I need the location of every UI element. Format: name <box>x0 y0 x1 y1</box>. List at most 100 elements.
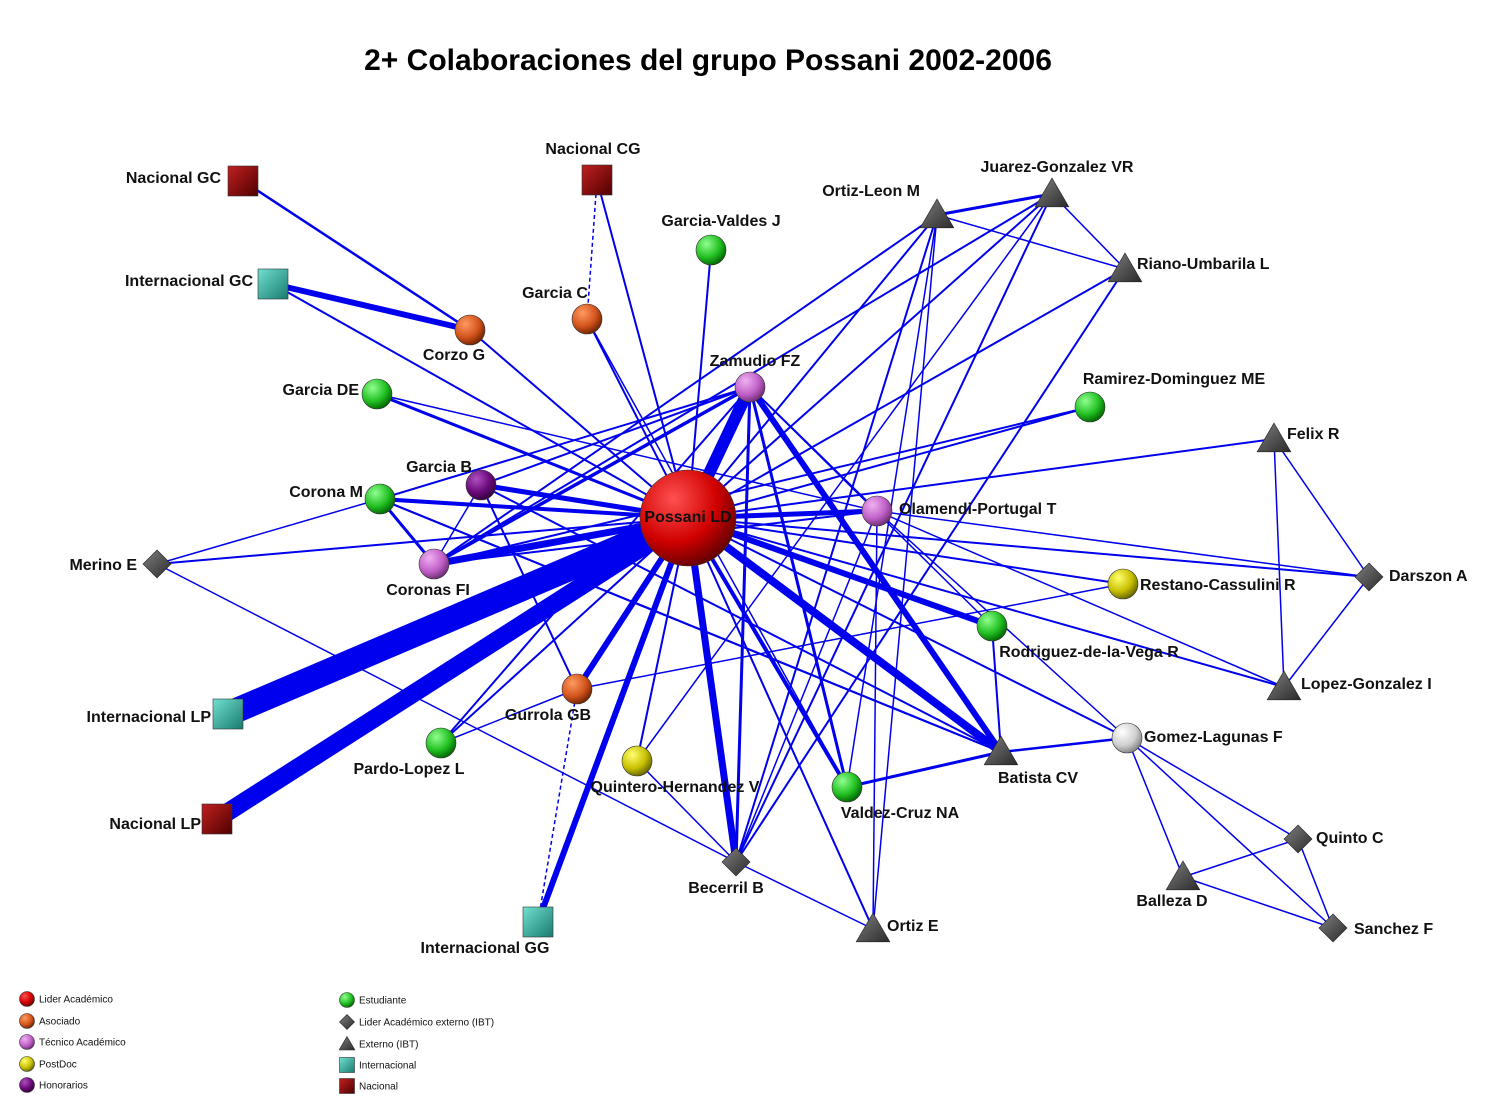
node-triangle <box>919 198 955 229</box>
node-label: Zamudio FZ <box>710 353 801 370</box>
edge <box>687 517 874 930</box>
node-label: Garcia C <box>522 285 588 302</box>
node-label: Sanchez F <box>1354 921 1433 938</box>
edge <box>440 688 578 744</box>
node-label: Nacional GC <box>126 170 222 187</box>
node-label: Coronas FI <box>386 582 470 599</box>
node-label: Corona M <box>289 484 363 501</box>
edge <box>734 386 752 863</box>
node-label: Balleza D <box>1136 893 1207 910</box>
node-sphere <box>561 673 593 705</box>
node-sphere <box>364 483 396 515</box>
node-label: Garcia B <box>406 459 472 476</box>
node-sphere <box>418 548 450 580</box>
edge <box>1000 736 1128 754</box>
node-triangle <box>855 912 891 943</box>
edges <box>156 179 1370 930</box>
edge <box>1182 838 1299 878</box>
node-label: Juarez-Gonzalez VR <box>981 159 1134 176</box>
edge <box>1126 737 1299 840</box>
edge <box>872 214 938 930</box>
node-diamond <box>142 549 172 579</box>
edge <box>686 515 994 629</box>
node-sphere <box>695 234 727 266</box>
edge <box>636 193 1053 762</box>
edge <box>735 510 878 863</box>
edge <box>872 510 878 930</box>
node-label: Gurrola GB <box>505 707 591 724</box>
edge <box>747 385 1004 754</box>
node-sphere <box>19 1013 35 1029</box>
node-label: Internacional LP <box>87 709 212 726</box>
node-square <box>339 1078 355 1094</box>
edge <box>748 386 849 788</box>
node-label: Merino E <box>69 557 137 574</box>
node-square <box>227 165 259 197</box>
edge <box>212 510 693 827</box>
edge <box>433 385 751 566</box>
edge <box>535 516 691 924</box>
node-square <box>581 164 613 196</box>
edge <box>156 498 381 565</box>
node-label: Ramirez-Dominguez ME <box>1083 371 1266 388</box>
node-sphere <box>571 303 603 335</box>
node-label: Restano-Cassulini R <box>1140 577 1296 594</box>
edge <box>156 517 689 565</box>
legend-label: Internacional <box>359 1061 416 1072</box>
node-sphere <box>425 727 457 759</box>
edge <box>1273 438 1285 688</box>
edge <box>936 214 1126 270</box>
node-label: Ortiz E <box>887 918 939 935</box>
node-triangle <box>1034 177 1070 208</box>
edge <box>272 283 689 519</box>
node-sphere <box>1074 391 1106 423</box>
edge <box>687 517 1370 578</box>
edge <box>272 281 471 333</box>
node-diamond <box>339 1014 355 1030</box>
edge <box>440 386 751 744</box>
node-triangle <box>1266 670 1302 701</box>
legend-label: Honorarios <box>39 1081 88 1092</box>
edge <box>1283 576 1370 688</box>
node-sphere <box>465 469 497 501</box>
node-sphere <box>734 371 766 403</box>
edge <box>376 393 878 512</box>
node-label: Gomez-Lagunas F <box>1144 729 1283 746</box>
edge <box>1273 438 1370 578</box>
node-sphere <box>1111 722 1143 754</box>
edge <box>596 179 689 519</box>
node-label: Darszon A <box>1389 568 1468 585</box>
edge <box>1297 838 1334 929</box>
node-sphere <box>454 314 486 346</box>
node-diamond <box>1354 562 1384 592</box>
node-label: Garcia-Valdes J <box>661 213 780 230</box>
node-diamond <box>1318 913 1348 943</box>
node-sphere <box>361 378 393 410</box>
node-label: Corzo G <box>423 347 485 364</box>
edge <box>379 498 1002 753</box>
edge <box>687 214 938 519</box>
legend-label: Estudiante <box>359 996 407 1007</box>
legend-label: Asociado <box>39 1017 81 1028</box>
edge <box>687 517 1128 739</box>
edge <box>876 510 1285 688</box>
node-label: Riano-Umbarila L <box>1137 256 1270 273</box>
edge <box>846 214 938 788</box>
node-label: Valdez-Cruz NA <box>841 805 960 822</box>
legend-label: Externo (IBT) <box>359 1040 418 1051</box>
node-sphere <box>621 745 653 777</box>
node-sphere <box>339 992 355 1008</box>
edge <box>1126 737 1334 929</box>
legend-label: Lider Académico <box>39 995 113 1006</box>
legend-label: Nacional <box>359 1082 398 1093</box>
node-sphere <box>19 1056 35 1072</box>
edge <box>433 406 1091 565</box>
edge <box>440 517 689 744</box>
edge <box>685 514 1004 756</box>
edge <box>433 214 938 565</box>
edge <box>687 438 1275 519</box>
node-label: Internacional GC <box>125 273 253 290</box>
node-label: Internacional GG <box>421 940 550 957</box>
edge <box>156 563 737 863</box>
